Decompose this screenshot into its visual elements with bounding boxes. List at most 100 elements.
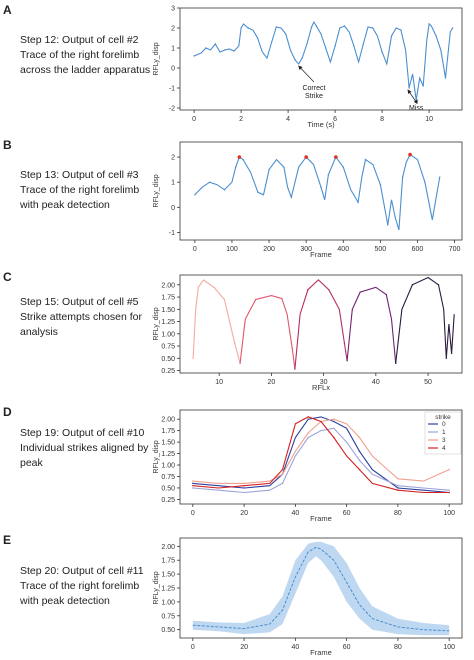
data-point [334, 45, 336, 47]
data-point [243, 487, 245, 489]
data-point [320, 186, 322, 188]
plot-frame [179, 409, 463, 505]
plot-frame [179, 274, 463, 374]
data-point [294, 368, 296, 370]
desc-line: Step 15: Output of cell #5 [20, 296, 139, 308]
y-tick-label: 0.25 [161, 368, 175, 375]
y-axis-label: RFLy_disp [153, 307, 160, 340]
data-point [192, 480, 194, 482]
x-tick-label: 20 [240, 644, 248, 651]
desc-line: Step 20: Output of cell #11 [20, 565, 144, 577]
desc-line: Step 13: Output of cell #3 [20, 169, 139, 181]
data-point [243, 484, 245, 487]
y-tick-label: 3 [171, 6, 175, 13]
data-point [333, 436, 335, 439]
desc-line: Trace of the right forelimb [20, 580, 140, 593]
chart-d: 0 20 40 60 80 1000.250.500.751.001.251.501.75… [153, 409, 463, 523]
panel-label: A [3, 3, 12, 17]
data-point [358, 468, 361, 471]
data-point [346, 360, 348, 362]
data-point [197, 286, 199, 288]
data-point [193, 55, 195, 57]
data-point [223, 189, 226, 191]
annotation-arrow [413, 99, 418, 105]
data-point [214, 43, 216, 45]
data-point [428, 23, 430, 25]
legend-label: 1 [442, 429, 446, 436]
x-tick-label: 500 [375, 246, 387, 253]
data-point [372, 27, 374, 29]
data-point [385, 293, 387, 296]
data-point [192, 357, 194, 359]
y-axis-label: RFLy_disp [153, 174, 160, 207]
data-point [247, 27, 249, 29]
data-point [192, 482, 194, 485]
data-point [315, 25, 317, 27]
y-axis-label: RFLy_disp [153, 440, 160, 473]
y-tick-label: 1.25 [161, 451, 175, 458]
data-point [257, 191, 259, 193]
data-point [394, 216, 396, 219]
peak-marker [237, 155, 242, 159]
y-tick-label: 0.50 [161, 627, 175, 634]
y-tick-label: 0 [171, 205, 175, 212]
desc-line: analysis [20, 326, 58, 339]
x-axis-label: Frame [310, 648, 332, 657]
data-point [268, 168, 270, 171]
data-point [310, 26, 313, 28]
y-tick-label: 1.50 [161, 440, 175, 447]
desc-line: Individual strikes aligned by [20, 442, 149, 455]
peak-marker [304, 155, 308, 159]
panel-label: D [3, 405, 12, 419]
series-line [294, 279, 348, 370]
legend-label: 4 [442, 445, 446, 452]
legend-box [424, 411, 462, 455]
data-point [448, 468, 450, 471]
data-point [401, 176, 404, 178]
desc-line: Trace of the right forelimb [20, 49, 140, 62]
desc-line: Step 19: Output of cell #10 [20, 427, 145, 439]
series-line [239, 295, 296, 370]
desc-line: with peak detection [20, 595, 110, 608]
x-axis-label: Frame [310, 250, 332, 259]
legend-title: strike [435, 414, 451, 421]
data-point [255, 298, 257, 301]
y-axis-label: RFLy_disp [153, 42, 160, 75]
data-point [291, 347, 293, 350]
data-point [397, 489, 399, 491]
legend-label: 0 [442, 421, 446, 428]
data-point [359, 291, 361, 293]
data-point [390, 35, 393, 37]
y-tick-label: 0.50 [161, 356, 175, 363]
data-point [448, 491, 450, 494]
data-point [301, 57, 303, 59]
x-tick-label: 100 [443, 510, 455, 517]
panel-a: A Step 12: Output of cell #2 Trace of th… [0, 0, 474, 130]
x-tick-label: 0 [193, 246, 197, 253]
y-tick-label: 0.25 [161, 497, 175, 504]
data-point [397, 484, 399, 487]
x-tick-label: 20 [267, 379, 275, 386]
annotation-arrow [298, 65, 315, 83]
data-point [451, 27, 454, 29]
data-point [294, 59, 296, 61]
data-point [328, 289, 330, 291]
annotation-text: Strike [305, 93, 323, 100]
y-tick-label: 1.00 [161, 599, 175, 606]
x-tick-label: 60 [343, 510, 351, 517]
x-tick-label: 0 [191, 510, 195, 517]
y-tick-label: 1.50 [161, 307, 175, 314]
data-point [379, 184, 382, 186]
data-point [208, 181, 211, 183]
data-point [233, 50, 235, 52]
panel-label: B [3, 138, 12, 152]
y-tick-label: 0.50 [161, 485, 175, 492]
data-point [439, 176, 441, 178]
data-point [327, 173, 330, 176]
x-tick-label: 2 [239, 116, 243, 123]
data-point [239, 362, 241, 364]
data-point [281, 473, 284, 475]
y-tick-label: 1 [171, 46, 175, 53]
panel-description: Step 12: Output of cell #2 Trace of the … [20, 33, 155, 79]
series-line [346, 286, 397, 364]
